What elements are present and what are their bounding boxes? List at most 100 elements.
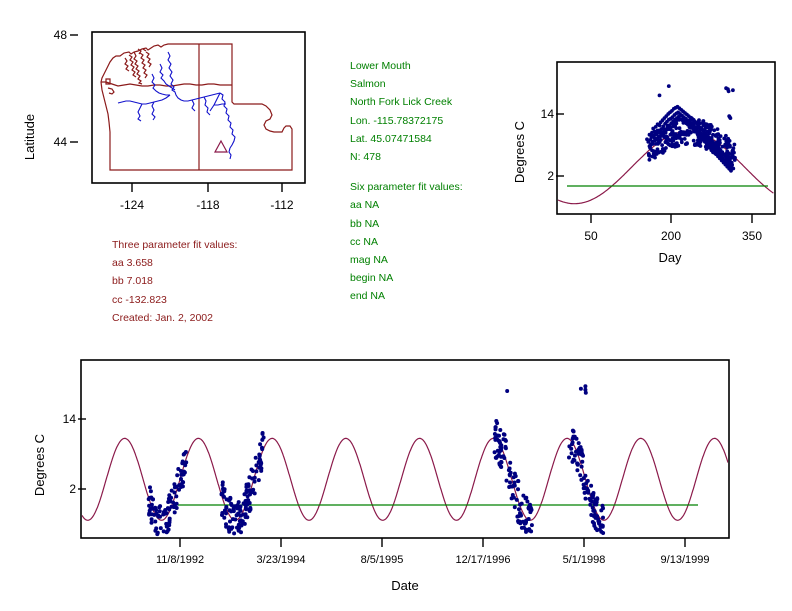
timeseries-x-tick-1: 3/23/1994 xyxy=(257,554,306,566)
timeseries-frame xyxy=(80,359,730,539)
data-point xyxy=(597,519,602,524)
data-point xyxy=(571,435,576,440)
data-point-outlier xyxy=(505,389,510,393)
data-point xyxy=(167,516,172,521)
timeseries-data-points xyxy=(146,384,606,537)
data-point xyxy=(154,508,159,513)
data-point xyxy=(658,138,663,142)
map-x-tick-neg124: -124 xyxy=(120,198,144,212)
data-point xyxy=(597,527,602,532)
timeseries-fit-curve xyxy=(82,437,728,521)
data-point xyxy=(242,521,247,526)
data-point xyxy=(517,519,522,524)
data-point xyxy=(257,453,262,458)
data-point-outlier xyxy=(578,386,583,391)
site-name-lower-mouth: Lower Mouth xyxy=(350,60,411,72)
data-point xyxy=(148,489,153,494)
data-point-outlier xyxy=(583,390,588,395)
scatter-x-tick-200: 200 xyxy=(661,229,681,243)
data-point xyxy=(234,513,239,518)
data-point xyxy=(675,141,679,146)
data-point xyxy=(601,515,605,520)
data-point xyxy=(731,146,736,151)
data-point xyxy=(697,129,702,134)
data-point xyxy=(257,465,262,470)
data-point xyxy=(717,138,722,142)
data-point xyxy=(182,451,187,456)
data-point xyxy=(731,38,735,42)
data-point xyxy=(236,500,241,505)
data-point xyxy=(148,485,152,490)
data-point xyxy=(731,88,735,93)
map-panel: Latitude 48 44 -124 -118 -112 xyxy=(18,22,318,222)
data-point xyxy=(242,492,247,497)
data-point xyxy=(154,526,159,531)
data-point xyxy=(167,507,172,512)
data-point xyxy=(169,504,174,509)
data-point xyxy=(175,473,180,478)
data-point xyxy=(569,451,574,456)
scatter-x-tick-350: 350 xyxy=(742,229,762,243)
data-point xyxy=(652,153,657,158)
data-point xyxy=(589,513,594,517)
data-point xyxy=(588,502,593,507)
data-point xyxy=(150,497,155,502)
data-point xyxy=(592,523,597,528)
data-point xyxy=(692,129,697,134)
data-point xyxy=(651,139,655,144)
data-point xyxy=(529,507,534,512)
created-date: Created: Jan. 2, 2002 xyxy=(112,311,213,324)
data-point xyxy=(594,498,599,503)
data-point xyxy=(718,140,722,145)
data-point xyxy=(728,143,732,148)
data-point xyxy=(260,431,265,436)
data-point xyxy=(516,479,521,483)
data-point xyxy=(579,477,584,482)
scatter-y-tick-2: 2 xyxy=(547,169,554,183)
data-point xyxy=(166,527,171,532)
data-point xyxy=(508,480,512,485)
data-point xyxy=(518,512,523,517)
data-point xyxy=(732,158,737,162)
data-point xyxy=(585,489,590,494)
data-point xyxy=(598,523,603,528)
six-param-bb: bb NA xyxy=(350,217,380,230)
timeseries-x-tick-0: 11/8/1992 xyxy=(156,554,204,566)
data-point xyxy=(592,512,597,517)
data-point xyxy=(661,126,666,131)
data-point xyxy=(670,139,674,144)
data-point xyxy=(691,138,696,143)
timeseries-x-tick-4: 5/1/1998 xyxy=(563,554,606,566)
data-point xyxy=(494,419,499,423)
data-point xyxy=(179,482,184,487)
six-param-header: Six parameter fit values: xyxy=(350,181,463,194)
data-point xyxy=(233,517,238,522)
data-point xyxy=(601,531,606,535)
data-point xyxy=(575,462,580,467)
data-point xyxy=(590,505,595,510)
data-point xyxy=(715,150,719,154)
data-point xyxy=(571,457,576,462)
data-point xyxy=(493,425,498,430)
data-point xyxy=(149,502,154,507)
data-point xyxy=(239,523,244,528)
data-point xyxy=(244,507,249,512)
data-point xyxy=(575,468,580,473)
data-point xyxy=(260,447,265,452)
data-point xyxy=(161,512,166,517)
data-point xyxy=(660,143,664,147)
data-point xyxy=(495,433,500,438)
data-point xyxy=(668,126,673,130)
data-point xyxy=(164,521,169,526)
data-point xyxy=(238,508,243,513)
data-point xyxy=(512,471,517,476)
data-point xyxy=(655,147,660,152)
data-point xyxy=(647,157,652,162)
data-point xyxy=(666,142,671,147)
timeseries-x-axis-label: Date xyxy=(391,578,418,593)
data-point xyxy=(499,465,504,469)
data-point xyxy=(674,118,679,123)
data-point xyxy=(222,515,227,520)
data-point xyxy=(701,119,705,124)
